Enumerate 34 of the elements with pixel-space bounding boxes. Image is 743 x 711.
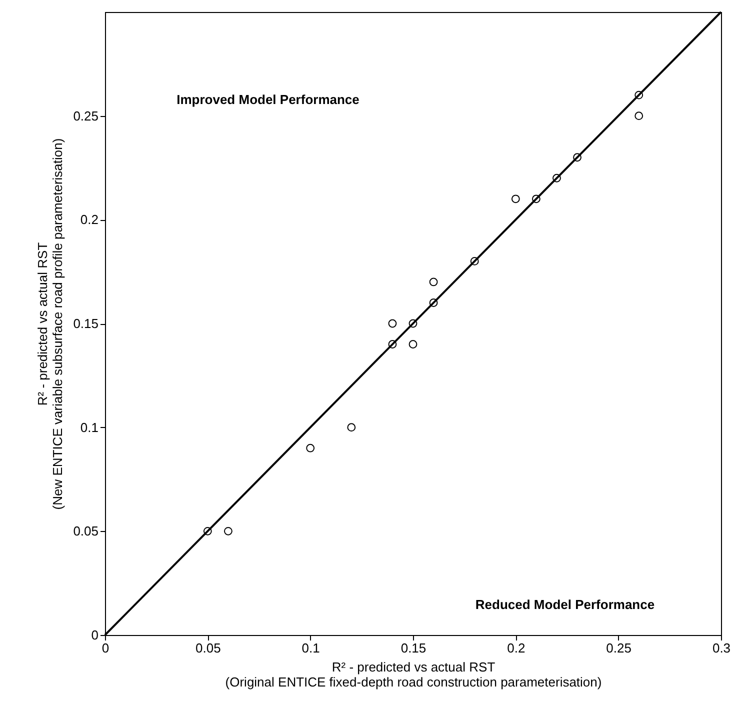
annotation: Reduced Model Performance: [475, 597, 655, 612]
y-tick-label: 0.15: [73, 316, 98, 331]
x-tick-label: 0.05: [196, 640, 221, 656]
point: [306, 444, 315, 452]
y-axis-title: R² - predicted vs actual RST (New ENTICE variable subsurface road profile parameterisation): [35, 138, 66, 510]
point: [388, 319, 397, 328]
point: [429, 278, 438, 286]
point: [429, 298, 438, 307]
y-tick-label: 0.05: [73, 524, 98, 539]
point: [470, 257, 479, 266]
x-tick-label: 0.1: [302, 640, 320, 656]
point: [552, 174, 561, 182]
point: [347, 423, 356, 432]
point: [408, 319, 418, 328]
y-tick-label: 0.25: [73, 108, 98, 124]
y-tick-label: 0: [91, 628, 98, 642]
annotation: Improved Model Performance: [176, 92, 360, 107]
x-tick-label: 0: [102, 640, 110, 656]
x-axis-title: R² - predicted vs actual RST (Original ENTICE fixed-depth road construction parameterisation): [225, 660, 602, 690]
point: [634, 90, 644, 100]
point: [573, 153, 582, 162]
point: [388, 340, 397, 348]
x-tick-label: 0.2: [507, 640, 526, 656]
point: [511, 194, 520, 204]
x-tick-label: 0.3: [712, 640, 731, 656]
point: [634, 112, 644, 120]
point: [224, 526, 232, 536]
point: [532, 194, 540, 204]
x-tick-label: 0.15: [400, 640, 426, 656]
point: [203, 526, 212, 536]
x-tick-label: 0.25: [606, 640, 632, 656]
y-tick-label: 0.2: [80, 212, 98, 228]
y-tick-label: 0.1: [80, 420, 98, 435]
point: [408, 340, 418, 348]
